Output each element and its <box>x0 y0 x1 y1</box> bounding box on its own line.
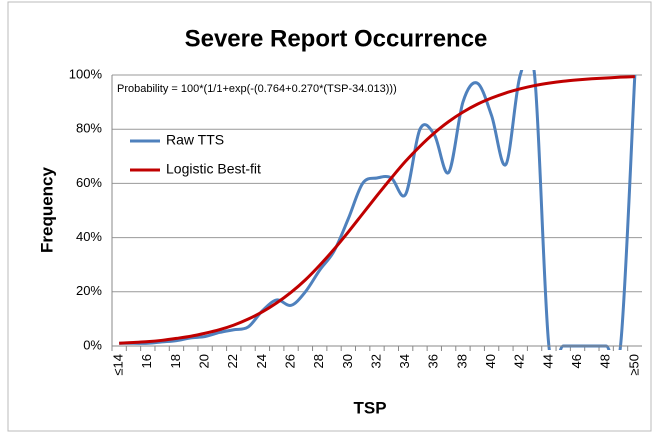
x-tick-label: ≤14 <box>111 354 126 376</box>
x-tick-label: 28 <box>311 354 326 368</box>
legend-label: Raw TTS <box>166 132 224 148</box>
x-tick-label: 18 <box>168 354 183 368</box>
plot-area <box>119 70 637 350</box>
y-tick-label: 20% <box>76 283 102 298</box>
x-tick-label: ≥50 <box>626 354 641 376</box>
series-line <box>119 75 635 345</box>
x-tick-label: 42 <box>512 354 527 368</box>
chart-title: Severe Report Occurrence <box>185 25 488 52</box>
x-tick-label: 32 <box>368 354 383 368</box>
chart-frame <box>7 1 652 432</box>
x-tick-label: 36 <box>426 354 441 368</box>
x-tick-label: 34 <box>397 354 412 368</box>
x-tick-label: 16 <box>139 354 154 368</box>
x-tick-label: 44 <box>540 354 555 368</box>
y-tick-label: 0% <box>83 337 102 352</box>
x-tick-label: 26 <box>282 354 297 368</box>
x-tick-label: 22 <box>225 354 240 368</box>
y-tick-label: 60% <box>76 175 102 190</box>
y-tick-label: 100% <box>69 66 103 81</box>
x-tick-label: 38 <box>454 354 469 368</box>
series-line <box>119 70 637 350</box>
x-tick-label: 30 <box>340 354 355 368</box>
y-axis-title: Frequency <box>37 166 56 253</box>
x-tick-label: 46 <box>569 354 584 368</box>
annotation: Probability = 100*(1/1+exp(-(0.764+0.270… <box>117 83 397 95</box>
x-tick-label: 20 <box>197 354 212 368</box>
y-tick-label: 40% <box>76 229 102 244</box>
x-tick-label: 48 <box>598 354 613 368</box>
x-tick-label: 40 <box>483 354 498 368</box>
x-axis-title: TSP <box>353 398 386 417</box>
y-tick-label: 80% <box>76 121 102 136</box>
legend-label: Logistic Best-fit <box>166 161 261 177</box>
x-tick-label: 24 <box>254 354 269 368</box>
